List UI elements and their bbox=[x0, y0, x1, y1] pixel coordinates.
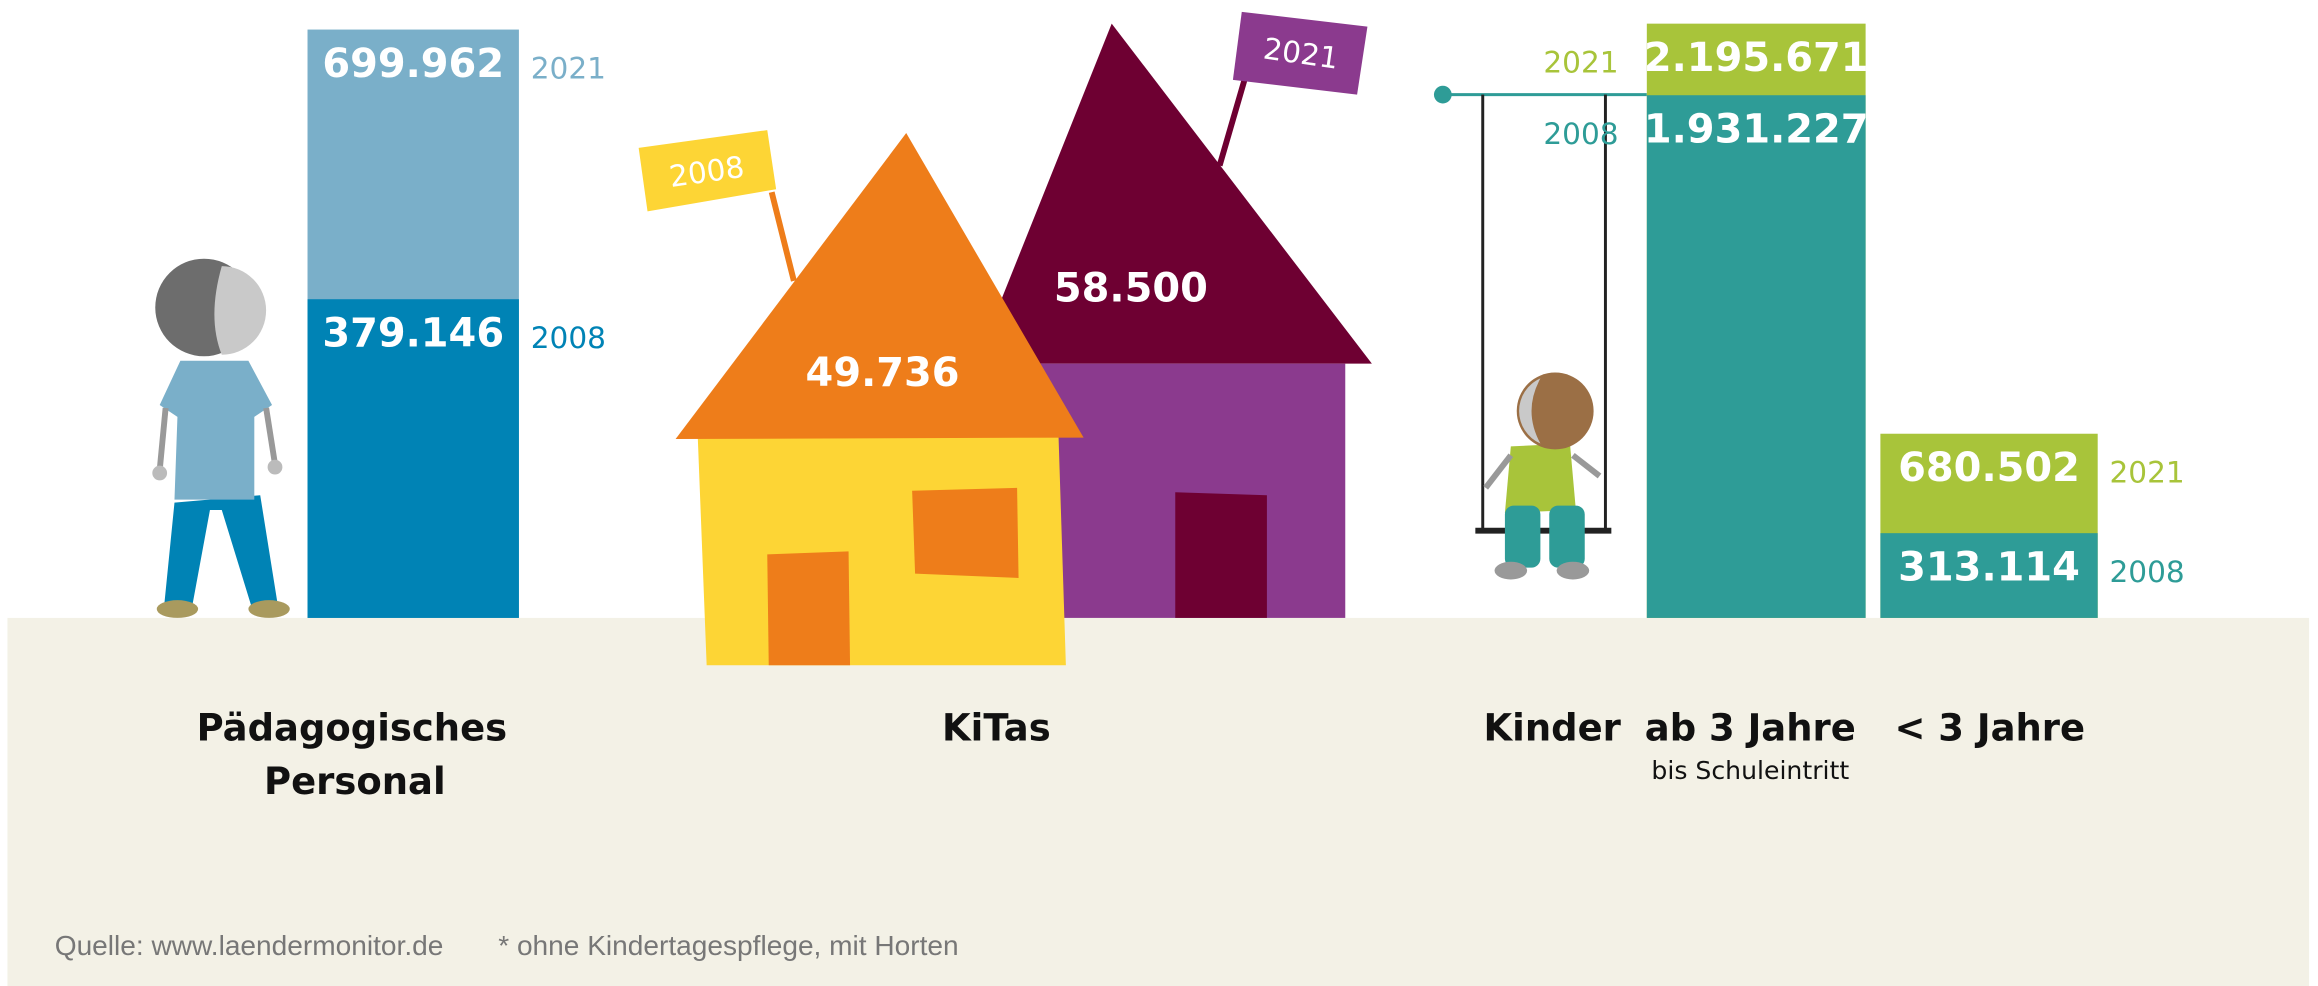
category-label: Personal bbox=[264, 760, 446, 803]
category-label: KiTas bbox=[942, 707, 1051, 750]
year-label: 2008 bbox=[2110, 555, 2185, 589]
note: * ohne Kindertagespflege, mit Horten bbox=[498, 930, 958, 961]
house-2008 bbox=[638, 130, 1084, 666]
category-label: Kinder bbox=[1484, 707, 1622, 750]
bar-value: 313.114 bbox=[1898, 544, 2080, 590]
bar-value: 2.195.671 bbox=[1644, 35, 1869, 81]
category-label: ab 3 Jahre bbox=[1645, 707, 1856, 750]
swing bbox=[1433, 85, 1647, 580]
bar bbox=[1646, 95, 1866, 618]
bar-value: 1.931.227 bbox=[1644, 107, 1869, 153]
bar-value: 379.146 bbox=[322, 311, 504, 357]
bar-value: 680.502 bbox=[1898, 445, 2080, 491]
bar bbox=[307, 299, 519, 618]
year-label: 2008 bbox=[531, 321, 606, 355]
house-value: 58.500 bbox=[1054, 266, 1208, 312]
year-label: 2021 bbox=[531, 51, 606, 85]
house-2021 bbox=[975, 11, 1372, 618]
category-label: Pädagogisches bbox=[197, 707, 508, 750]
category-label: < 3 Jahre bbox=[1894, 707, 2085, 750]
year-label: 2021 bbox=[2110, 456, 2185, 490]
year-label: 2008 bbox=[1543, 117, 1618, 151]
house-value: 49.736 bbox=[806, 350, 960, 396]
category-subtitle: bis Schuleintritt bbox=[1651, 756, 1849, 785]
ground bbox=[7, 617, 2310, 986]
bar-value: 699.962 bbox=[322, 41, 504, 87]
source: Quelle: www.laendermonitor.de bbox=[55, 930, 444, 961]
person-figure bbox=[152, 258, 290, 618]
bar bbox=[1880, 533, 2098, 618]
year-label: 2021 bbox=[1543, 45, 1618, 79]
